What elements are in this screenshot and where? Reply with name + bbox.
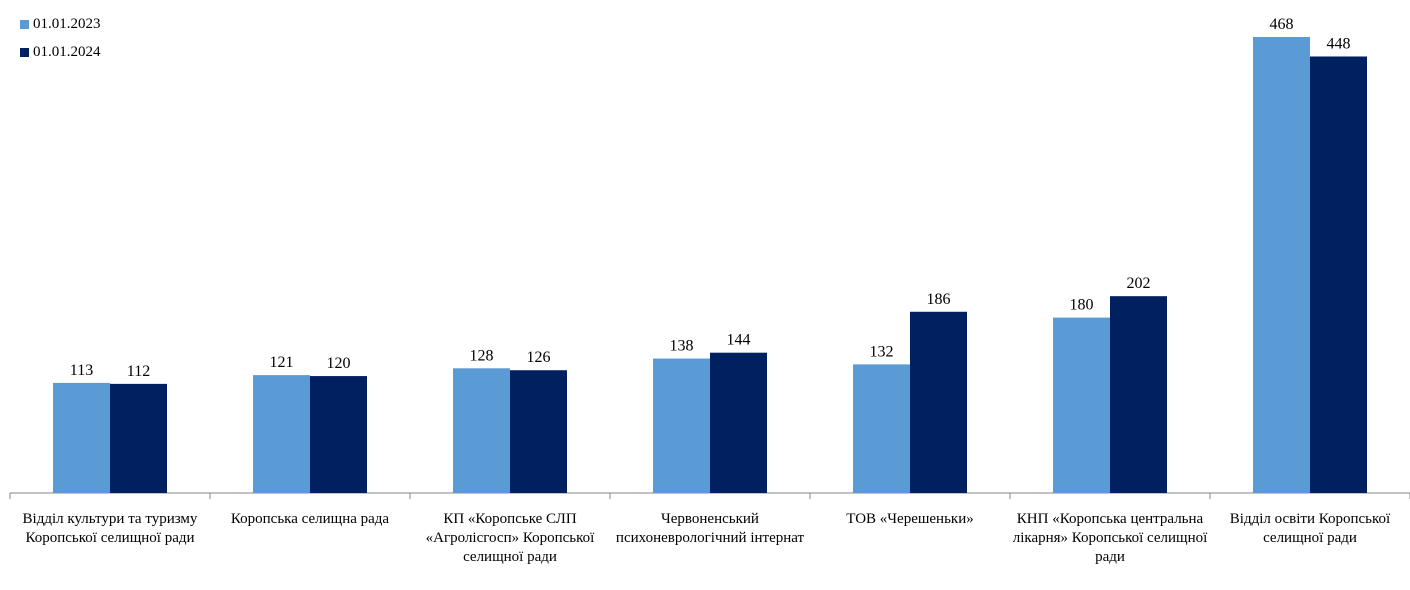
bar-2023-1 bbox=[253, 375, 310, 493]
data-label-2024-2: 126 bbox=[527, 349, 551, 366]
category-label-0: Відділ культури та туризму Коропської се… bbox=[22, 511, 198, 546]
data-label-2023-0: 113 bbox=[70, 362, 93, 379]
data-label-2024-0: 112 bbox=[127, 363, 150, 380]
data-label-2023-5: 180 bbox=[1070, 297, 1094, 314]
category-label-5: КНП «Коропська центральна лікарня» Короп… bbox=[1012, 511, 1208, 565]
category-label-2: КП «Коропське СЛП «Агролісгосп» Коропськ… bbox=[425, 511, 595, 565]
legend: 01.01.2023 01.01.2024 bbox=[20, 10, 101, 66]
legend-label-2024: 01.01.2024 bbox=[33, 43, 101, 60]
data-label-2023-6: 468 bbox=[1270, 16, 1294, 33]
bar-2024-4 bbox=[910, 311, 967, 493]
bar-2024-1 bbox=[310, 376, 367, 493]
data-label-2024-5: 202 bbox=[1127, 275, 1151, 292]
data-label-2023-2: 128 bbox=[470, 347, 494, 364]
bar-2024-5 bbox=[1110, 296, 1167, 493]
legend-swatch-2024 bbox=[20, 47, 29, 57]
data-label-2023-1: 121 bbox=[270, 354, 294, 371]
data-label-2024-1: 120 bbox=[327, 355, 351, 372]
bar-2024-6 bbox=[1310, 56, 1367, 493]
bar-2024-3 bbox=[710, 352, 767, 493]
category-label-3: Червоненський психоневрологічний інтерна… bbox=[615, 511, 805, 546]
data-label-2024-3: 144 bbox=[727, 332, 751, 349]
bar-2023-0 bbox=[53, 382, 110, 493]
data-label-2024-6: 448 bbox=[1327, 35, 1351, 52]
bar-2023-5 bbox=[1053, 317, 1110, 493]
category-label-4: ТОВ «Черешеньки» bbox=[846, 511, 974, 527]
legend-item-2024: 01.01.2024 bbox=[20, 38, 101, 66]
bar-2023-6 bbox=[1253, 37, 1310, 493]
bar-2023-4 bbox=[853, 364, 910, 493]
bar-2024-0 bbox=[110, 383, 167, 493]
data-label-2023-4: 132 bbox=[870, 343, 894, 360]
data-label-2023-3: 138 bbox=[670, 338, 694, 355]
data-label-2024-4: 186 bbox=[927, 291, 951, 308]
category-label-1: Коропська селищна рада bbox=[230, 511, 390, 527]
bar-2024-2 bbox=[510, 370, 567, 493]
bar-2023-3 bbox=[653, 358, 710, 493]
bar-2023-2 bbox=[453, 368, 510, 493]
legend-label-2023: 01.01.2023 bbox=[33, 15, 101, 32]
category-label-6: Відділ освіти Коропської селищної ради bbox=[1229, 511, 1391, 546]
legend-item-2023: 01.01.2023 bbox=[20, 10, 101, 38]
legend-swatch-2023 bbox=[20, 19, 29, 29]
